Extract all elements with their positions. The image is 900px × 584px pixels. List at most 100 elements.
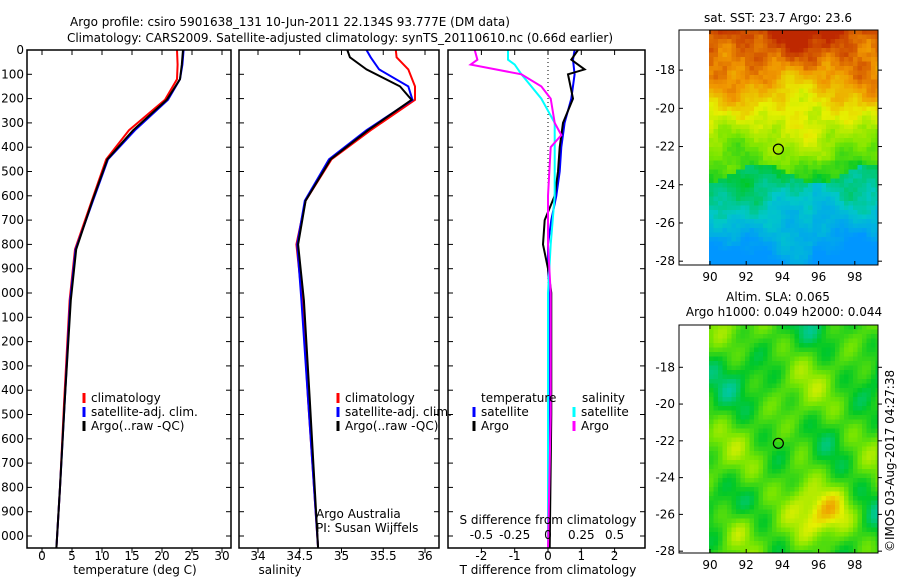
map-cell <box>826 429 831 434</box>
map-cell <box>790 39 795 44</box>
map-cell <box>817 528 822 533</box>
map-cell <box>867 44 872 49</box>
map-cell <box>853 111 858 116</box>
map-cell <box>777 206 782 211</box>
map-cell <box>840 224 845 229</box>
map-cell <box>849 343 854 348</box>
map-cell <box>786 147 791 152</box>
map-cell <box>840 111 845 116</box>
map-cell <box>840 215 845 220</box>
map-cell <box>844 215 849 220</box>
map-cell <box>718 143 723 148</box>
map-cell <box>826 433 831 438</box>
map-cell <box>804 138 809 143</box>
map-cell <box>727 438 732 443</box>
map-cell <box>808 514 813 519</box>
map-cell <box>835 233 840 238</box>
map-cell <box>795 339 800 344</box>
map-cell <box>736 415 741 420</box>
map-cell <box>822 251 827 256</box>
map-cell <box>768 129 773 134</box>
map-cell <box>862 492 867 497</box>
map-cell <box>795 505 800 510</box>
map-cell <box>799 532 804 537</box>
map-cell <box>759 116 764 121</box>
map-cell <box>840 89 845 94</box>
map-cell <box>853 469 858 474</box>
map-cell <box>804 80 809 85</box>
map-cell <box>750 48 755 53</box>
map-cell <box>799 465 804 470</box>
map-cell <box>813 233 818 238</box>
map-cell <box>853 201 858 206</box>
map-cell <box>831 541 836 546</box>
map-cell <box>862 107 867 112</box>
y-tick-label: 1000 <box>0 286 24 300</box>
map-cell <box>754 415 759 420</box>
map-cell <box>723 260 728 265</box>
map-cell <box>862 201 867 206</box>
map-cell <box>867 246 872 251</box>
map-cell <box>808 255 813 260</box>
map-cell <box>871 156 876 161</box>
x-tick-label: 36 <box>417 549 432 563</box>
map-cell <box>804 546 809 551</box>
map-cell <box>777 357 782 362</box>
map-cell <box>723 210 728 215</box>
temperature-xlabel: temperature (deg C) <box>73 563 196 577</box>
map-cell <box>777 411 782 416</box>
map-cell <box>736 465 741 470</box>
map-cell <box>741 179 746 184</box>
map-cell <box>732 188 737 193</box>
map-cell <box>822 330 827 335</box>
map-cell <box>781 411 786 416</box>
map-cell <box>849 147 854 152</box>
map-cell <box>822 210 827 215</box>
map-cell <box>804 116 809 121</box>
map-cell <box>862 102 867 107</box>
map-cell <box>840 492 845 497</box>
map-cell <box>727 161 732 166</box>
map-cell <box>781 406 786 411</box>
map-cell <box>745 66 750 71</box>
map-cell <box>853 442 858 447</box>
map-cell <box>736 197 741 202</box>
map-cell <box>736 107 741 112</box>
map-cell <box>795 433 800 438</box>
map-cell <box>763 107 768 112</box>
map-cell <box>745 519 750 524</box>
map-cell <box>732 71 737 76</box>
map-cell <box>786 228 791 233</box>
map-cell <box>781 492 786 497</box>
map-cell <box>768 460 773 465</box>
map-cell <box>813 465 818 470</box>
map-cell <box>831 393 836 398</box>
map-cell <box>763 384 768 389</box>
map-cell <box>795 343 800 348</box>
map-cell <box>768 255 773 260</box>
map-cell <box>831 325 836 330</box>
map-cell <box>754 528 759 533</box>
map-cell <box>840 206 845 211</box>
map-cell <box>822 147 827 152</box>
map-cell <box>736 102 741 107</box>
map-cell <box>808 75 813 80</box>
sdiff-xlabel: S difference from climatology <box>460 513 637 527</box>
map-cell <box>709 429 714 434</box>
map-cell <box>772 465 777 470</box>
map-cell <box>840 528 845 533</box>
map-cell <box>723 80 728 85</box>
map-cell <box>772 165 777 170</box>
map-cell <box>759 197 764 202</box>
map-cell <box>790 228 795 233</box>
map-cell <box>817 255 822 260</box>
map-cell <box>741 370 746 375</box>
map-cell <box>867 519 872 524</box>
map-cell <box>799 125 804 130</box>
map-cell <box>849 352 854 357</box>
map-cell <box>745 442 750 447</box>
sla-map-title-2: Argo h1000: 0.049 h2000: 0.044 <box>686 305 882 319</box>
map-cell <box>718 438 723 443</box>
map-cell <box>754 98 759 103</box>
map-cell <box>862 35 867 40</box>
